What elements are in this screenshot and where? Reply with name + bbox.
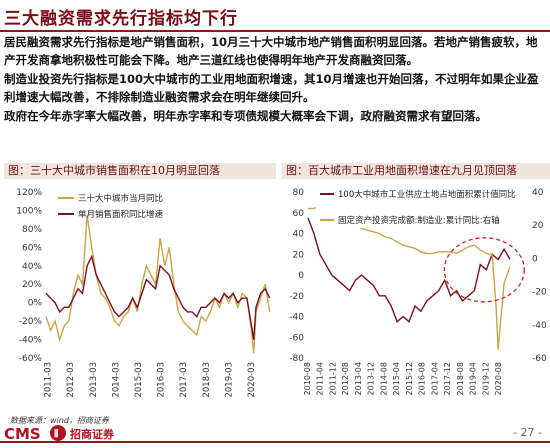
right-y-tick-right: 20	[532, 221, 544, 231]
left-x-tick: 2011-03	[44, 362, 54, 398]
right-x-tick: 2013-04	[354, 362, 363, 395]
left-x-tick: 2016-03	[157, 362, 167, 398]
left-series-monthly-yoy	[45, 215, 271, 354]
left-legend-label: 单月销售面积同比增速	[78, 209, 164, 220]
right-y-tick-left: 60	[293, 209, 305, 219]
right-x-tick: 2020-08	[494, 362, 503, 395]
right-y-tick-left: 80	[293, 188, 305, 198]
right-x-tick: 2018-08	[456, 362, 465, 395]
left-series-single-month-growth	[45, 254, 271, 340]
page-title: 三大融资需求先行指标均下行	[4, 9, 238, 29]
right-y-tick-left: -20	[289, 292, 304, 302]
title-divider	[0, 30, 550, 32]
left-chart: 120% 100% 80% 60% 40% 20% 0% -20% -40% -60% 2011-…	[0, 180, 278, 412]
left-y-tick: 20%	[22, 280, 42, 290]
right-x-tick: 2016-08	[418, 362, 427, 395]
left-y-tick: 120%	[16, 188, 42, 198]
right-chart-title: 图：百大城市工业用地面积增速在九月见顶回落	[282, 163, 550, 179]
left-x-tick: 2018-03	[202, 362, 212, 398]
right-y-tick-right: -60	[532, 354, 547, 364]
left-x-tick: 2020-03	[247, 362, 257, 398]
logo-mark-icon	[50, 425, 66, 441]
left-x-tick: 2014-03	[111, 362, 121, 398]
svg-text:⦀: ⦀	[54, 429, 58, 440]
left-x-tick: 2012-03	[66, 362, 76, 398]
right-x-tick: 2010-08	[303, 362, 312, 395]
left-x-tick: 2013-03	[89, 362, 99, 398]
left-x-tick: 2019-03	[224, 362, 234, 398]
right-x-tick: 2011-12	[328, 362, 337, 395]
right-y-tick-right: 40	[532, 188, 544, 198]
left-legend-label: 三十大中城市当月同比	[78, 193, 163, 204]
right-legend-label: 100大中城市工业供应土地占地面积累计值同比	[338, 189, 516, 200]
right-y-tick-right: -20	[532, 288, 547, 298]
right-legend-label: 固定资产投资完成额:制造业:累计同比:右轴	[338, 215, 500, 226]
highlight-ellipse	[443, 237, 525, 303]
left-x-tick: 2015-03	[134, 362, 144, 398]
right-y-tick-right: 0	[532, 254, 538, 264]
right-y-tick-left: -40	[289, 313, 304, 323]
page-number: - 27 -	[513, 426, 542, 439]
right-x-tick: 2015-04	[392, 362, 401, 395]
right-x-tick: 2019-12	[481, 362, 490, 395]
left-y-tick: 60%	[22, 243, 42, 253]
footer-divider	[0, 441, 550, 443]
right-y-tick-left: 40	[293, 230, 305, 240]
right-chart-svg: 80 60 40 20 0 -20 -40 -60 -80 40 20 0 -20 -40 -60 201…	[289, 184, 547, 395]
paragraph-manufacturing: 制造业投资先行指标是100大中城市的工业用地面积增速，其10月增速也开始回落，不…	[4, 72, 539, 104]
company-logo: CMS ⦀ 招商证券	[0, 420, 200, 444]
right-legend-bg	[316, 184, 516, 228]
paragraph-resident: 居民融资需求先行指标是地产销售面积，10月三十大中城市地产销售面积明显回落。若地…	[4, 35, 538, 67]
left-chart-title: 图：三十大中城市销售面积在10月明显回落	[4, 163, 276, 179]
right-series-industrial-land	[307, 217, 511, 323]
right-x-tick: 2012-08	[341, 362, 350, 395]
body-text: 居民融资需求先行指标是地产销售面积，10月三十大中城市地产销售面积明显回落。若地…	[4, 34, 546, 128]
right-chart: 80 60 40 20 0 -20 -40 -60 -80 40 20 0 -20 -40 -60 201…	[280, 180, 550, 412]
right-x-tick: 2015-12	[405, 362, 414, 395]
right-x-tick: 2017-04	[430, 362, 439, 395]
right-y-tick-left: 0	[298, 271, 304, 281]
right-x-tick: 2011-04	[316, 362, 325, 395]
left-y-tick: 40%	[22, 262, 42, 272]
right-x-tick: 2014-08	[379, 362, 388, 395]
left-y-tick: 80%	[22, 225, 42, 235]
right-x-tick: 2013-12	[367, 362, 376, 395]
right-y-tick-left: 20	[293, 250, 305, 260]
right-x-tick: 2017-12	[443, 362, 452, 395]
title-bar: 三大融资需求先行指标均下行	[0, 0, 550, 32]
logo-cn: 招商证券	[70, 427, 115, 441]
logo-text: CMS	[4, 425, 41, 443]
data-source-note: 数据来源：wind，招商证券	[10, 416, 109, 425]
left-y-tick: -20%	[19, 317, 43, 327]
left-y-tick: 0%	[28, 299, 43, 309]
left-x-tick: 2017-03	[179, 362, 189, 398]
left-y-tick: 100%	[16, 206, 42, 216]
right-x-tick: 2019-04	[469, 362, 478, 395]
right-y-tick-left: -80	[289, 354, 304, 364]
left-chart-svg: 120% 100% 80% 60% 40% 20% 0% -20% -40% -60% 2011-…	[16, 188, 271, 398]
left-y-tick: -40%	[19, 336, 43, 346]
left-y-tick: -60%	[19, 354, 43, 364]
right-y-tick-right: -40	[532, 321, 547, 331]
right-y-tick-left: -60	[289, 333, 304, 343]
paragraph-government: 政府在今年赤字率大幅改善，明年赤字率和专项债规模大概率会下调，政府融资需求有望回…	[4, 109, 487, 123]
